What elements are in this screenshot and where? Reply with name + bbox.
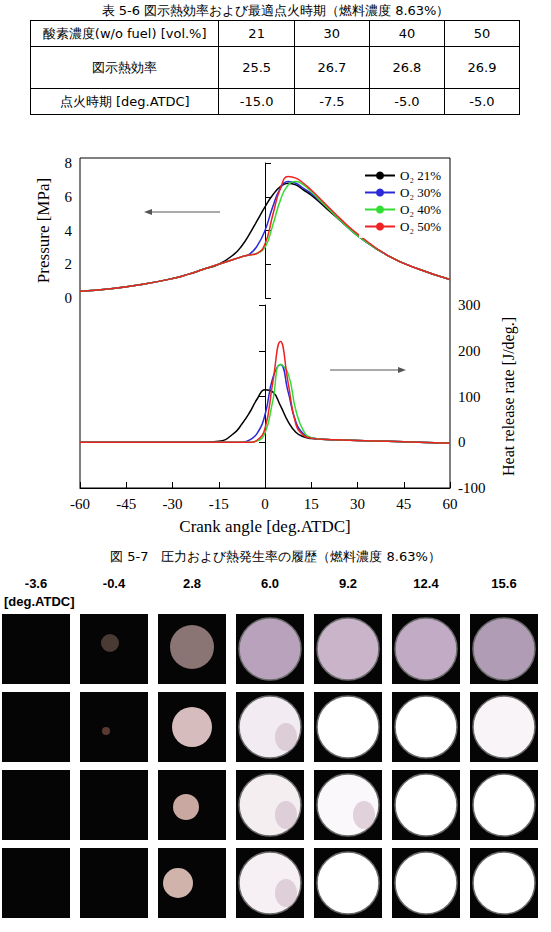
- html-text:[deg.ATDC]: [deg.ATDC]: [4, 594, 75, 609]
- html-text:-0.4: -0.4: [102, 576, 126, 591]
- svg-text:O₂ 50%: O₂ 50%: [400, 219, 441, 234]
- html-text:50: 50: [473, 26, 491, 41]
- html-text:26.9: 26.9: [467, 60, 497, 75]
- svg-text:8: 8: [65, 155, 73, 171]
- svg-text:0: 0: [65, 290, 73, 306]
- svg-text:O₂ 21%: O₂ 21%: [400, 168, 441, 183]
- html-text:15.6: 15.6: [491, 576, 517, 591]
- html-text:9.2: 9.2: [339, 576, 357, 591]
- html-text:26.7: 26.7: [317, 60, 347, 75]
- html-text:図示熱効率: 図示熱効率: [92, 59, 158, 75]
- svg-text:6: 6: [65, 189, 73, 205]
- html-text:-7.5: -7.5: [319, 94, 345, 109]
- svg-text:-30: -30: [163, 496, 183, 512]
- svg-text:Crank angle [deg.ATDC]: Crank angle [deg.ATDC]: [179, 517, 350, 536]
- html-text:点火時期 [deg.ATDC]: 点火時期 [deg.ATDC]: [59, 93, 190, 109]
- html-text:-3.6: -3.6: [24, 576, 48, 591]
- svg-text:-60: -60: [70, 496, 90, 512]
- html-text:2.8: 2.8: [183, 576, 201, 591]
- html-text:酸素濃度(w/o fuel) [vol.%]: 酸素濃度(w/o fuel) [vol.%]: [42, 25, 207, 41]
- html-text:12.4: 12.4: [413, 576, 439, 591]
- html-text:図 5-7 圧力および熱発生率の履歴（燃料濃度 8.63%）: 図 5-7 圧力および熱発生率の履歴（燃料濃度 8.63%）: [110, 549, 441, 564]
- svg-text:O₂ 30%: O₂ 30%: [400, 185, 441, 200]
- html-text:25.5: 25.5: [242, 60, 272, 75]
- svg-text:30: 30: [350, 496, 365, 512]
- html-text:-5.0: -5.0: [394, 94, 420, 109]
- svg-text:200: 200: [458, 343, 481, 359]
- html-text:表 5-6 図示熱効率および最適点火時期（燃料濃度 8.63: 表 5-6 図示熱効率および最適点火時期（燃料濃度 8.63%）: [101, 3, 450, 18]
- html-text:30: 30: [323, 26, 341, 41]
- svg-text:15: 15: [304, 496, 319, 512]
- svg-text:Pressure [MPa]: Pressure [MPa]: [34, 178, 53, 283]
- svg-text:-100: -100: [458, 480, 486, 496]
- html-text:-15.0: -15.0: [239, 94, 274, 109]
- html-text:21: 21: [248, 26, 265, 41]
- svg-text:-45: -45: [116, 496, 136, 512]
- html-text:-5.0: -5.0: [469, 94, 495, 109]
- svg-text:0: 0: [458, 434, 466, 450]
- svg-text:-15: -15: [209, 496, 229, 512]
- svg-text:O₂ 40%: O₂ 40%: [400, 202, 441, 217]
- svg-text:60: 60: [443, 496, 458, 512]
- html-text:40: 40: [398, 26, 416, 41]
- svg-text:2: 2: [65, 256, 73, 272]
- svg-text:100: 100: [458, 389, 481, 405]
- html-text:26.8: 26.8: [392, 60, 422, 75]
- svg-text:Heat release rate [J/deg.]: Heat release rate [J/deg.]: [500, 317, 518, 476]
- svg-text:300: 300: [458, 297, 481, 313]
- svg-text:45: 45: [396, 496, 411, 512]
- svg-text:0: 0: [261, 496, 269, 512]
- html-text:6.0: 6.0: [261, 576, 279, 591]
- svg-text:4: 4: [65, 223, 73, 239]
